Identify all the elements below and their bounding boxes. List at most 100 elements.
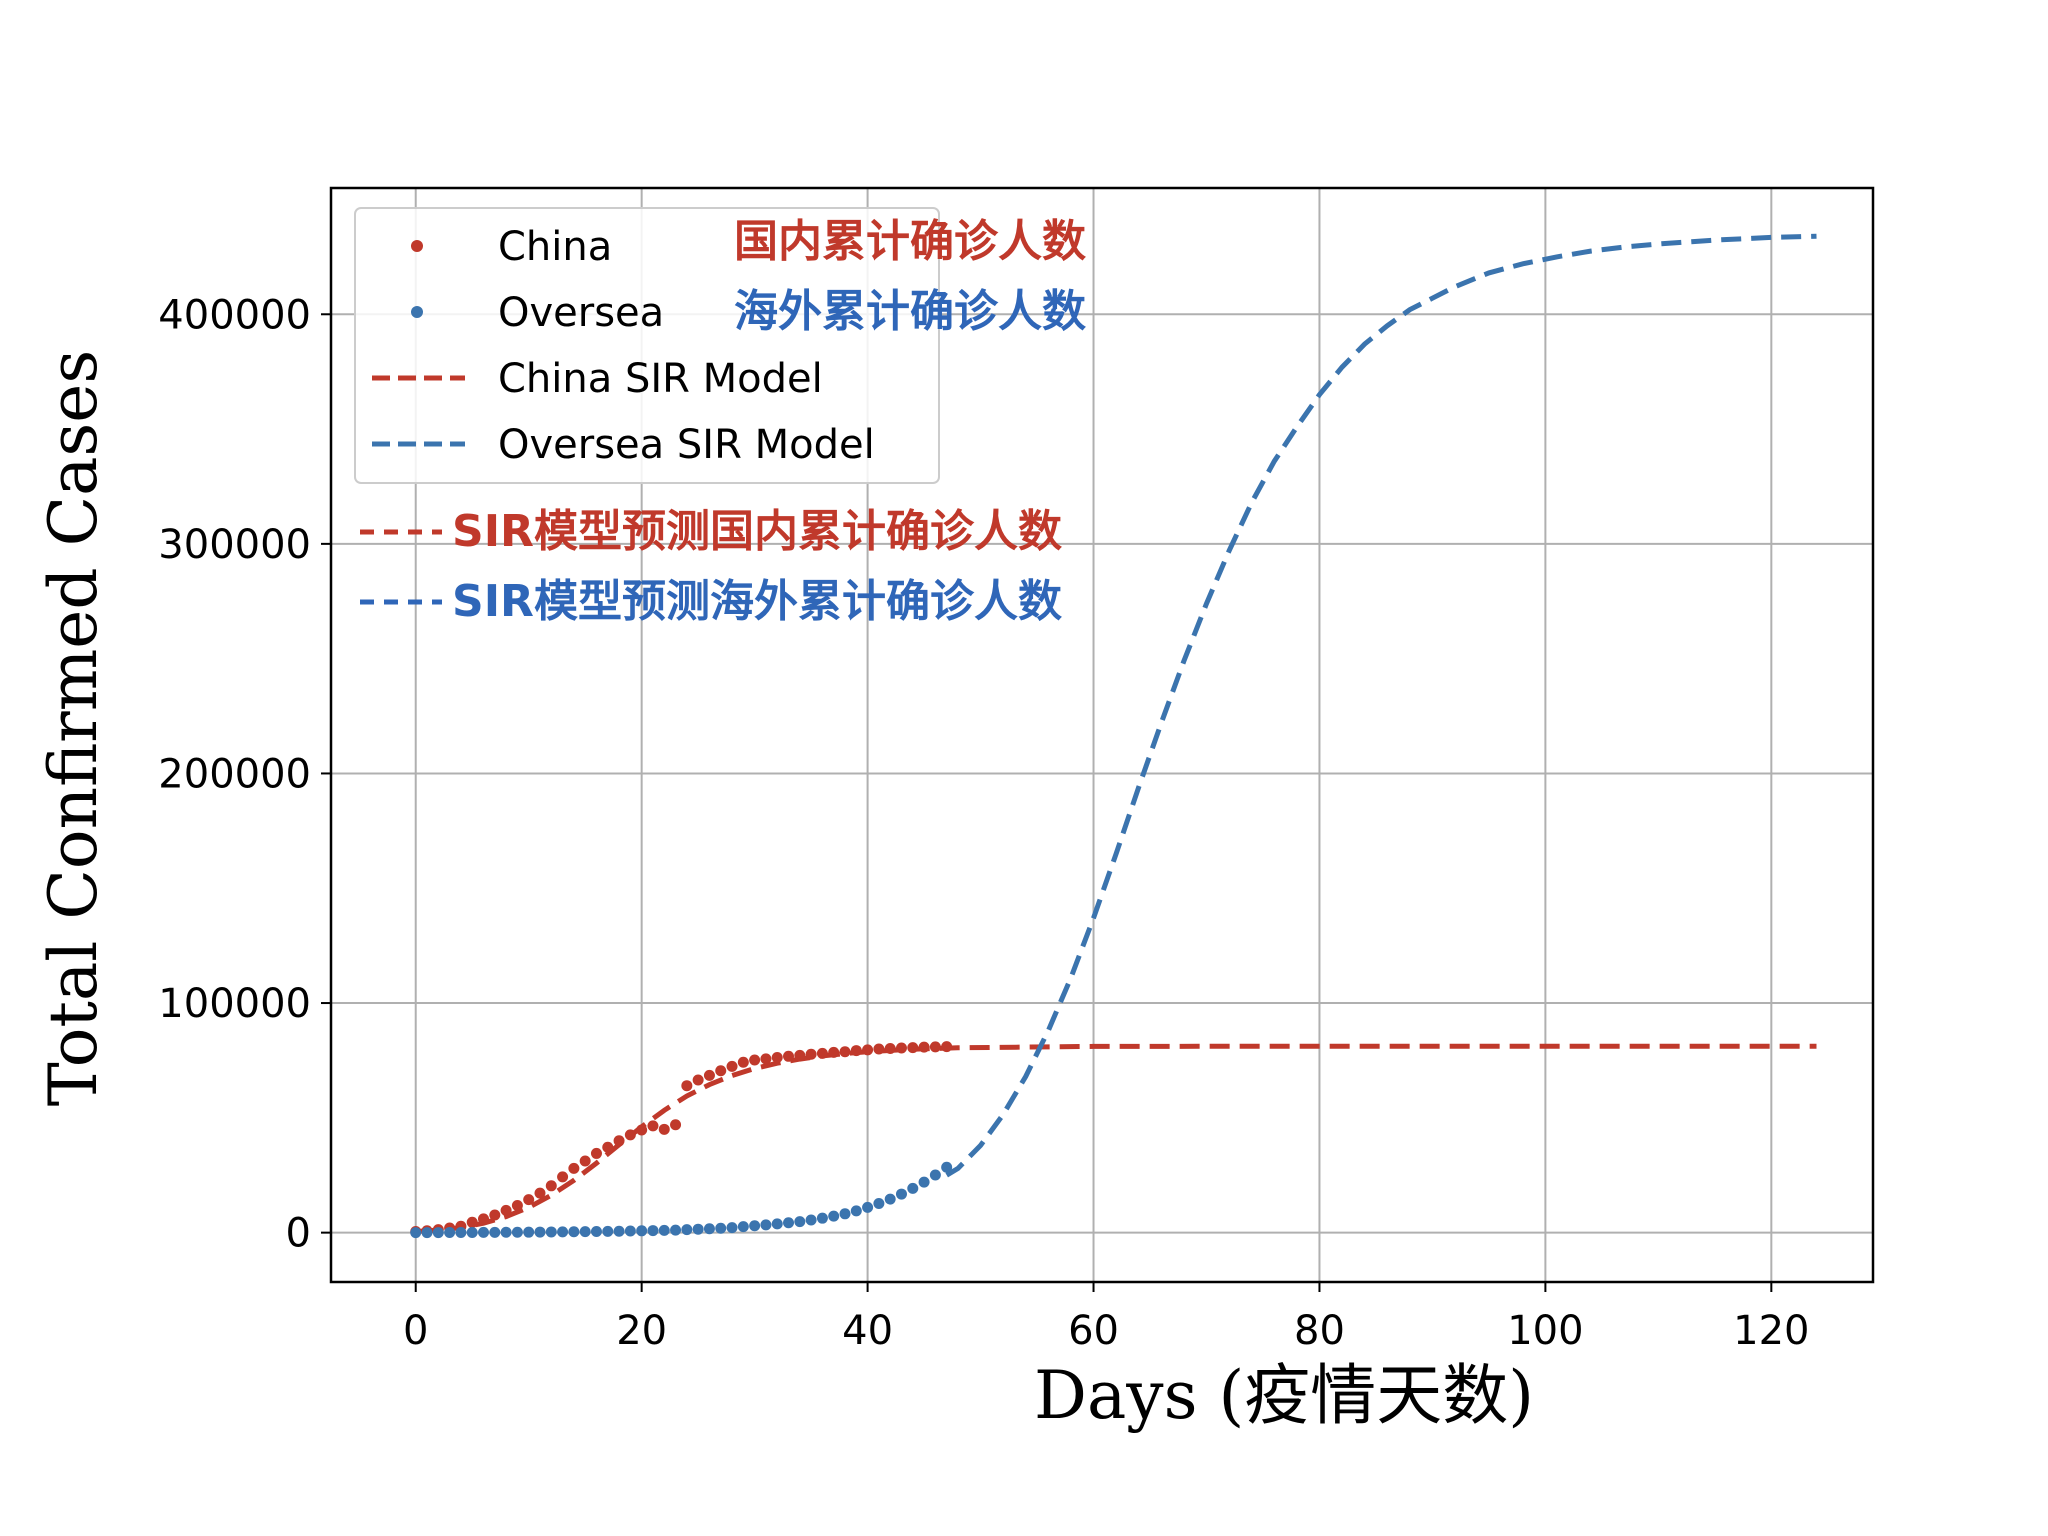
x-tick-label: 20 (616, 1308, 667, 1354)
data-point-oversea (579, 1226, 591, 1238)
x-tick-label: 120 (1733, 1308, 1809, 1354)
data-point-china (805, 1048, 817, 1060)
data-point-oversea (918, 1176, 930, 1188)
data-point-oversea (929, 1169, 941, 1181)
data-point-china (590, 1147, 602, 1159)
data-point-oversea (511, 1226, 523, 1238)
data-point-china (771, 1051, 783, 1063)
data-point-oversea (500, 1226, 512, 1238)
y-axis-label: Total Confirmed Cases (35, 350, 112, 1106)
data-point-oversea (590, 1225, 602, 1237)
data-point-china (918, 1041, 930, 1053)
data-point-oversea (466, 1226, 478, 1238)
series-line-china-sir-model (415, 1043, 1817, 1234)
y-tick-label: 300000 (158, 522, 311, 568)
annotation-oversea-cn: 海外累计确诊人数 (734, 286, 1086, 337)
x-axis-label: Days (疫情天数) (1034, 1357, 1534, 1434)
data-point-oversea (636, 1225, 648, 1237)
data-point-china (873, 1043, 885, 1055)
data-point-oversea (455, 1227, 467, 1239)
data-point-china (523, 1194, 535, 1206)
plot-frame (329, 186, 1875, 1284)
data-point-oversea (478, 1226, 490, 1238)
data-point-oversea (884, 1193, 896, 1205)
data-point-china (636, 1124, 648, 1136)
data-point-oversea (895, 1188, 907, 1200)
y-tick-label: 400000 (158, 292, 311, 338)
annotation-oversea-model-cn: SIR模型预测海外累计确诊人数 (452, 576, 1062, 627)
data-point-oversea (726, 1222, 738, 1234)
data-point-china (534, 1187, 546, 1199)
data-point-china (489, 1209, 501, 1221)
axis-ticks: 0 20 40 60 80 100 120 0 100000 200000 300000 400000 (158, 292, 1809, 1354)
data-point-china (557, 1171, 569, 1183)
data-point-china (839, 1046, 851, 1058)
data-point-oversea (557, 1226, 569, 1238)
data-point-oversea (828, 1210, 840, 1222)
x-tick-label: 100 (1507, 1308, 1583, 1354)
data-point-china (670, 1119, 682, 1131)
data-point-oversea (749, 1220, 761, 1232)
data-point-oversea (568, 1226, 580, 1238)
data-point-oversea (647, 1225, 659, 1237)
data-point-china (884, 1043, 896, 1055)
data-point-china (681, 1080, 693, 1092)
data-point-oversea (783, 1217, 795, 1229)
data-point-oversea (658, 1224, 670, 1236)
data-point-china (726, 1060, 738, 1072)
data-point-china (895, 1042, 907, 1054)
data-point-china (703, 1069, 715, 1081)
legend-label-china-model: China SIR Model (498, 356, 823, 402)
data-point-china (749, 1054, 761, 1066)
data-point-china (816, 1047, 828, 1059)
data-point-china (692, 1074, 704, 1086)
data-point-china (602, 1141, 614, 1153)
legend-label-oversea: Oversea (498, 290, 664, 336)
data-point-china (929, 1041, 941, 1053)
data-point-china (828, 1046, 840, 1058)
data-point-oversea (444, 1227, 456, 1239)
data-point-china (624, 1129, 636, 1141)
y-tick-label: 0 (286, 1211, 311, 1257)
x-tick-label: 40 (842, 1308, 893, 1354)
x-tick-label: 80 (1294, 1308, 1345, 1354)
data-point-china (511, 1200, 523, 1212)
y-tick-label: 100000 (158, 981, 311, 1027)
data-point-oversea (907, 1182, 919, 1194)
annotation-china-model-cn: SIR模型预测国内累计确诊人数 (452, 506, 1062, 557)
legend-marker-oversea (411, 306, 423, 318)
data-point-oversea (410, 1227, 422, 1239)
data-point-oversea (760, 1219, 772, 1231)
data-point-china (500, 1204, 512, 1216)
data-point-china (466, 1216, 478, 1228)
data-point-china (794, 1049, 806, 1061)
data-point-oversea (816, 1212, 828, 1224)
data-point-oversea (850, 1205, 862, 1217)
data-point-china (658, 1123, 670, 1135)
data-point-oversea (715, 1222, 727, 1234)
data-point-oversea (681, 1224, 693, 1236)
data-point-china (545, 1180, 557, 1192)
y-tick-label: 200000 (158, 751, 311, 797)
legend-label-oversea-model: Oversea SIR Model (498, 422, 875, 468)
data-point-oversea (941, 1161, 953, 1173)
data-point-oversea (692, 1223, 704, 1235)
data-point-china (737, 1056, 749, 1068)
data-point-china (850, 1045, 862, 1057)
data-point-oversea (737, 1221, 749, 1233)
legend-box (354, 207, 940, 484)
data-point-china (760, 1053, 772, 1065)
data-point-oversea (545, 1226, 557, 1238)
data-point-oversea (624, 1225, 636, 1237)
data-point-oversea (602, 1225, 614, 1237)
data-point-oversea (771, 1218, 783, 1230)
data-point-oversea (794, 1216, 806, 1228)
legend-marker-china (411, 240, 423, 252)
data-point-oversea (432, 1227, 444, 1239)
data-point-oversea (534, 1226, 546, 1238)
data-point-oversea (523, 1226, 535, 1238)
data-point-oversea (873, 1197, 885, 1209)
data-point-oversea (805, 1214, 817, 1226)
data-point-oversea (862, 1201, 874, 1213)
